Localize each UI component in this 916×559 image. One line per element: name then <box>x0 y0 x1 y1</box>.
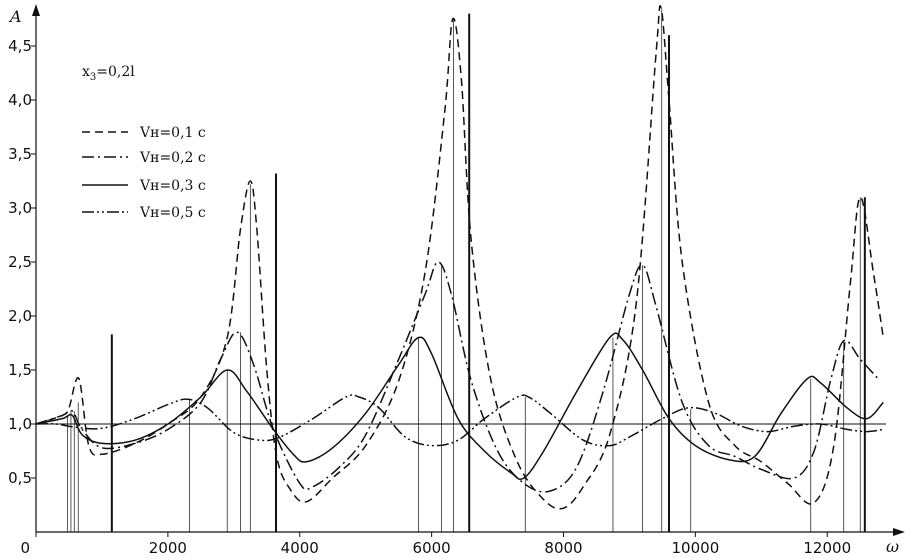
parameter-annotation: x3=0,2l <box>82 64 135 83</box>
legend-item: Vн=0,5 c <box>82 205 206 221</box>
x-axis-arrow-icon <box>893 528 905 536</box>
y-axis-title: A <box>8 7 22 26</box>
x-tick-label: 2000 <box>149 539 187 557</box>
x-tick-label: 0 <box>20 539 30 557</box>
ticks: 0 2000 4000 6000 8000 10000 12000 0,5 1,0 1,5 2,0 2… <box>8 37 851 557</box>
series-line <box>35 261 881 493</box>
annotation-base: x <box>82 64 90 80</box>
y-tick-label: 4,0 <box>8 91 32 109</box>
x-tick-label: 6000 <box>413 539 451 557</box>
x-tick-label: 4000 <box>281 539 319 557</box>
y-tick-label: 4,5 <box>8 37 32 55</box>
legend-label: Vн=0,3 c <box>139 178 206 194</box>
annotation-rest: =0,2l <box>96 64 135 80</box>
x-axis-title: ω <box>886 537 899 556</box>
y-tick-label: 1,5 <box>8 361 32 379</box>
legend-item: Vн=0,2 c <box>82 150 206 166</box>
y-tick-label: 2,0 <box>8 307 32 325</box>
y-tick-label: 3,5 <box>8 145 32 163</box>
x-tick-label: 10000 <box>672 539 720 557</box>
annotation-sub: 3 <box>90 72 96 83</box>
legend-item: Vн=0,1 c <box>82 125 206 141</box>
y-tick-label: 3,0 <box>8 199 32 217</box>
series-layer <box>35 5 885 510</box>
legend-label: Vн=0,5 c <box>139 205 206 221</box>
y-axis-arrow-icon <box>32 4 40 16</box>
marker-lines <box>67 8 866 532</box>
y-tick-label: 2,5 <box>8 253 32 271</box>
legend-label: Vн=0,1 c <box>139 125 206 141</box>
x-tick-label: 8000 <box>544 539 582 557</box>
legend-label: Vн=0,2 c <box>139 150 206 166</box>
axes <box>32 4 905 536</box>
legend-item: Vн=0,3 c <box>82 178 206 194</box>
y-tick-label: 1,0 <box>8 415 32 433</box>
legend: Vн=0,1 c Vн=0,2 c Vн=0,3 c Vн=0,5 c <box>82 125 206 221</box>
x-tick-label: 12000 <box>803 539 851 557</box>
y-tick-label: 0,5 <box>8 469 32 487</box>
series-line <box>35 5 885 510</box>
series-line <box>35 394 884 447</box>
